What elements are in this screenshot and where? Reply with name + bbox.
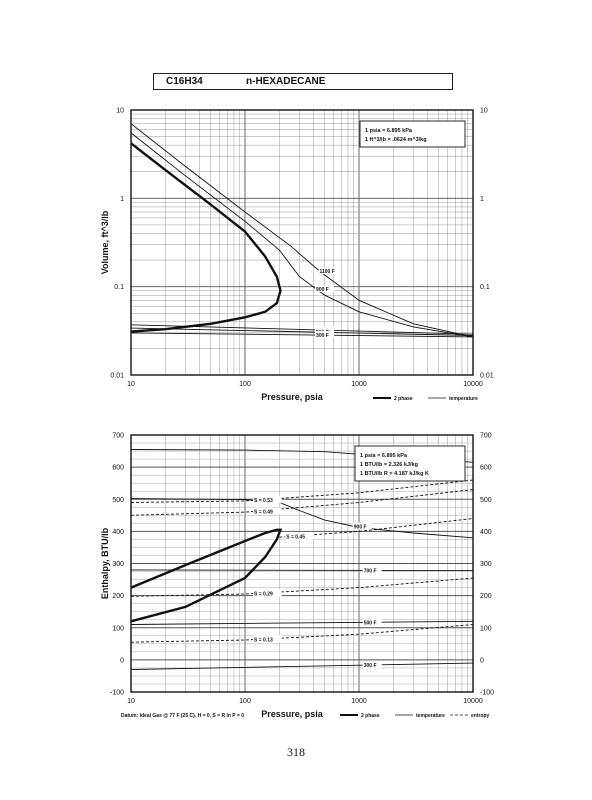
chart1-note-line: 1 psia = 6.895 kPa	[365, 128, 413, 134]
chart2-legend-label: 2 phase	[361, 713, 380, 719]
chart2-y-tick-label-right: 300	[480, 561, 492, 568]
chart2-y-tick-label-right: 600	[480, 465, 492, 472]
chart2-series-label-bg	[352, 522, 372, 530]
chart1-x-tick-label: 1000	[351, 381, 367, 388]
chart2-footnote: Datum: Ideal Gas @ 77 F (25 C), H = 0, S…	[121, 713, 244, 719]
chart2-y-tick-label-right: 500	[480, 497, 492, 504]
chart1-series-500-f	[130, 327, 474, 336]
chart2-x-tick-label: 1000	[351, 698, 367, 705]
chart1-x-tick-label: 10	[127, 381, 135, 388]
chart1-series-label: 300 F	[316, 333, 329, 339]
chart2-series-label-bg	[253, 496, 282, 504]
chart1-y-tick-label-left: 10	[116, 108, 124, 115]
chart1-series-label-bg	[318, 267, 341, 275]
chart1-series-label-bg	[315, 331, 335, 339]
chart2-x-tick-label: 10000	[463, 698, 483, 705]
chart1-x-tick-label: 100	[239, 381, 251, 388]
chart1-x-axis-title: Pressure, psia	[261, 392, 324, 402]
compound-title-box: C16H34 n-HEXADECANE	[153, 73, 453, 90]
chart2-series-label: S = 0.53	[254, 498, 273, 504]
chart2-frame	[130, 434, 474, 693]
chart1-y-tick-label-right: 0.1	[480, 284, 490, 291]
chart2-note-box	[354, 445, 466, 482]
chart2-y-tick-label-left: 500	[112, 497, 124, 504]
chart1-y-tick-label-left: 1	[120, 196, 124, 203]
chart2-series-s-0-53	[130, 479, 474, 503]
chart2-y-tick-label-right: 200	[480, 593, 492, 600]
chart2-y-axis-title: Enthalpy, BTU/lb	[100, 527, 110, 599]
chart1-legend-label: 2 phase	[394, 396, 413, 402]
chart1-series-700-f	[130, 324, 474, 335]
chart2-y-tick-label-right: -100	[480, 690, 494, 697]
chart2-note-line: 1 BTU/lb R = 4.187 kJ/kg K	[360, 471, 429, 477]
chart1-frame	[130, 109, 474, 376]
chart1-legend-label: temperature	[449, 396, 478, 402]
chart1-y-tick-label-right: 10	[480, 108, 488, 115]
chart1-y-tick-label-left: 0.01	[110, 373, 124, 380]
chart2-x-tick-label: 10	[127, 698, 135, 705]
chart1-series-300-f	[130, 332, 474, 338]
chart1-series-label: 1100 F	[319, 269, 334, 275]
chart1-x-tick-label: 10000	[463, 381, 483, 388]
chart2-series-700-f	[130, 569, 474, 572]
chart1-note-box	[359, 120, 466, 148]
chart2-series-label-bg	[362, 618, 382, 626]
chart2-series-label-bg	[253, 507, 282, 515]
chart2-series-label: S = 0.29	[254, 592, 273, 598]
chart1-y-tick-label-right: 1	[480, 196, 484, 203]
compound-formula: C16H34	[166, 76, 203, 87]
chart2-series-s-0-29	[130, 577, 474, 597]
chart1-series-1100-f	[130, 123, 474, 338]
chart1-series-900-f	[130, 132, 474, 338]
chart2-series-s-0-49	[130, 489, 474, 516]
chart2-series-label: S = 0.49	[254, 509, 273, 515]
chart1-y-tick-label-right: 0.01	[480, 373, 494, 380]
chart2-note-line: 1 BTU/lb = 2.326 kJ/kg	[360, 462, 418, 468]
chart2-y-tick-label-right: 0	[480, 657, 484, 664]
chart2-series-label-bg	[253, 589, 282, 597]
chart1-series-label: 900 F	[316, 287, 329, 293]
chart2-y-tick-label-left: 400	[112, 529, 124, 536]
chart1-y-tick-label-left: 0.1	[114, 284, 124, 291]
chart2-series-label-bg	[253, 635, 282, 643]
chart2-series-300-f	[130, 662, 474, 670]
chart2-series-label: 300 F	[364, 663, 377, 669]
chart2-series-2-phase	[130, 528, 283, 623]
chart2-series-label-bg	[285, 532, 314, 540]
chart2-series-label-bg	[362, 566, 382, 574]
chart2-x-tick-label: 100	[239, 698, 251, 705]
chart2-y-tick-label-left: 600	[112, 465, 124, 472]
chart2-series-500-f	[130, 620, 474, 625]
compound-name: n-HEXADECANE	[246, 76, 326, 87]
chart1-y-axis-title: Volume, ft^3/lb	[100, 210, 110, 274]
chart2-x-axis-title: Pressure, psia	[261, 709, 324, 719]
chart2-y-tick-label-left: 700	[112, 433, 124, 440]
chart2-y-tick-label-left: 100	[112, 625, 124, 632]
chart2-y-tick-label-right: 700	[480, 433, 492, 440]
chart2-y-tick-label-left: 200	[112, 593, 124, 600]
chart2-series-label: S = 0.13	[254, 637, 273, 643]
chart2-series-900-f	[130, 498, 474, 539]
chart2-series-label-bg	[362, 661, 382, 669]
chart2-y-tick-label-right: 100	[480, 625, 492, 632]
chart2-series-s-0-13	[130, 624, 474, 643]
chart2-y-tick-label-right: 400	[480, 529, 492, 536]
chart2-y-tick-label-left: 0	[120, 657, 124, 664]
chart2-series-label: 900 F	[354, 524, 367, 530]
chart2-series-label: S = 0.45	[286, 535, 305, 541]
chart2-series-label: 700 F	[364, 568, 377, 574]
chart2-note-line: 1 psia = 6.895 kPa	[360, 453, 408, 459]
chart2-legend-label: entropy	[471, 713, 490, 719]
chart2-y-tick-label-left: 300	[112, 561, 124, 568]
chart2-legend-label: temperature	[416, 713, 445, 719]
chart2-y-tick-label-left: -100	[110, 690, 124, 697]
chart1-note-line: 1 ft^3/lb = .0624 m^3/kg	[365, 137, 427, 143]
chart1-series-label-bg	[315, 284, 335, 292]
page-number: 318	[287, 745, 305, 759]
chart1-series-2-phase	[130, 142, 282, 333]
chart2-series-label: 500 F	[364, 620, 377, 626]
